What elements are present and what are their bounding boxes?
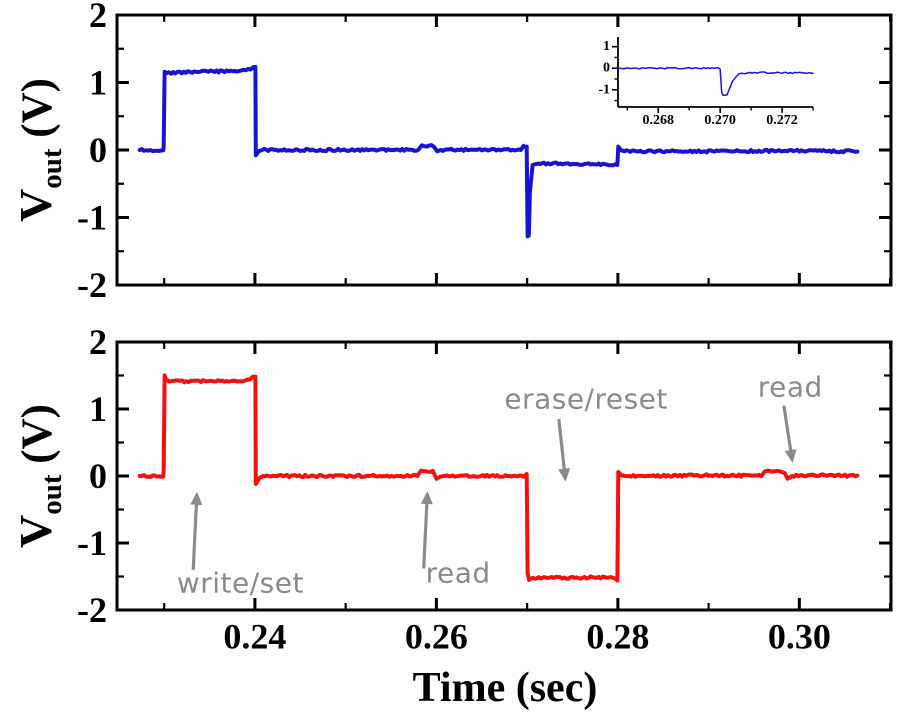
y-tick-label: 1 [89,389,107,429]
y-tick-label: 2 [89,322,107,362]
x-tick-label: 0.24 [223,617,286,657]
y-axis-title-sub: out [36,148,69,189]
y-tick-label: -1 [77,523,107,563]
inset-x-tick-label: 0.270 [704,113,736,128]
y-tick-label: 2 [89,0,107,35]
annotation-label-write-set: write/set [177,567,304,600]
annotation-arrow-erase-reset [557,418,571,482]
bottom-panel: 2 1 0 -1 -2 0.24 0.26 0.28 0.30 [77,322,893,657]
inset-y-tick-label: -1 [598,82,610,97]
annotation-arrow-read-2 [782,405,797,463]
x-axis-title: Time (sec) [412,665,598,711]
y-axis-title-top: Vout (V) [9,78,69,222]
y-axis-title-unit: (V) [13,404,61,475]
y-axis-title-sub: out [36,474,69,515]
trace-Vout-bottom-red [137,373,860,583]
y-tick-label: 0 [89,456,107,496]
trace-Vout-inset-blue [617,66,814,97]
x-tick-label: 0.26 [405,617,468,657]
inset-x-tick-label: 0.268 [642,113,674,128]
y-tick-label: 1 [89,63,107,103]
y-axis-title-unit: (V) [13,78,61,149]
y-axis-title-main: V [9,188,61,222]
inset-x-tick-label: 0.272 [766,113,798,128]
y-tick-label: -2 [77,265,107,305]
trace-Vout-top-blue [137,65,860,239]
y-tick-label: -1 [77,198,107,238]
annotation-arrow-read-1 [420,491,433,569]
inset-y-tick-label: 1 [603,39,610,54]
annotation-label-erase-reset: erase/reset [504,382,668,415]
y-tick-label: 0 [89,130,107,170]
top-panel: 2 1 0 -1 -2 [77,0,893,305]
inset-panel: 1 0 -1 0.268 0.270 0.272 [598,37,814,128]
annotation-arrow-write-set [190,491,203,570]
annotations: write/set read erase/reset read [177,370,823,600]
y-axis-title-bottom: Vout (V) [9,404,69,548]
annotation-label-read-1: read [426,557,491,590]
y-axis-title-main: V [9,514,61,548]
inset-y-tick-label: 0 [603,61,610,76]
annotation-label-read-2: read [758,370,823,403]
x-tick-label: 0.28 [586,617,649,657]
x-tick-label: 0.30 [768,617,831,657]
y-tick-label: -2 [77,590,107,630]
